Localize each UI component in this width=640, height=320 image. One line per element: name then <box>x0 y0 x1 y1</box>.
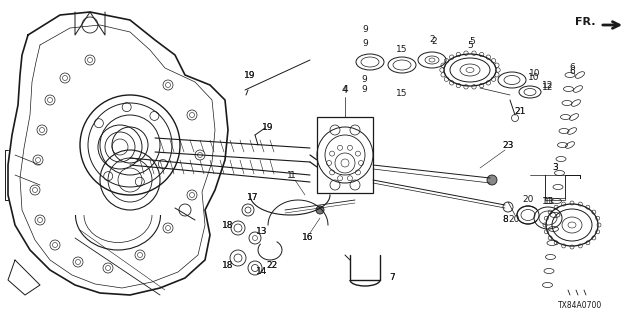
Text: 1: 1 <box>290 171 296 180</box>
Text: 11: 11 <box>542 197 554 206</box>
Text: 18: 18 <box>222 220 234 229</box>
Text: 22: 22 <box>266 260 278 269</box>
Text: 12: 12 <box>542 84 554 92</box>
Text: 19: 19 <box>244 70 256 79</box>
Text: 15: 15 <box>396 45 408 54</box>
Text: 2: 2 <box>429 36 435 44</box>
Text: 23: 23 <box>502 140 514 149</box>
Text: 12: 12 <box>542 82 554 91</box>
Text: 9: 9 <box>362 38 368 47</box>
Text: 18: 18 <box>222 260 234 269</box>
Text: FR.: FR. <box>575 17 595 27</box>
Text: 10: 10 <box>528 74 540 83</box>
Text: TX84A0700: TX84A0700 <box>558 300 602 309</box>
Text: 14: 14 <box>256 268 268 276</box>
Text: 7: 7 <box>389 274 395 283</box>
Text: 21: 21 <box>515 108 525 116</box>
Text: 6: 6 <box>569 63 575 73</box>
Text: 20: 20 <box>522 196 534 204</box>
Text: 5: 5 <box>469 37 475 46</box>
Text: 16: 16 <box>302 234 314 243</box>
Text: 10: 10 <box>529 69 541 78</box>
Text: 1: 1 <box>287 171 293 180</box>
Text: 2: 2 <box>431 37 437 46</box>
Text: 3: 3 <box>552 164 558 172</box>
Text: 7: 7 <box>389 274 395 283</box>
Text: 23: 23 <box>502 140 514 149</box>
Text: 18: 18 <box>222 260 234 269</box>
Text: 4: 4 <box>342 85 348 94</box>
Text: 9: 9 <box>361 85 367 94</box>
Text: 13: 13 <box>256 228 268 236</box>
Text: 22: 22 <box>266 260 278 269</box>
Text: 16: 16 <box>302 234 314 243</box>
Text: 20: 20 <box>508 215 520 225</box>
Text: 3: 3 <box>552 164 558 172</box>
Text: 18: 18 <box>222 220 234 229</box>
Text: 11: 11 <box>544 197 556 206</box>
Text: 14: 14 <box>256 268 268 276</box>
Text: 19: 19 <box>244 70 256 79</box>
Text: 17: 17 <box>247 194 259 203</box>
Text: 13: 13 <box>256 228 268 236</box>
Text: 6: 6 <box>569 68 575 76</box>
Text: 17: 17 <box>247 194 259 203</box>
Circle shape <box>487 175 497 185</box>
Text: 8: 8 <box>502 215 508 225</box>
Circle shape <box>316 206 324 214</box>
Text: 9: 9 <box>362 26 368 35</box>
Text: 15: 15 <box>396 89 408 98</box>
Bar <box>317 117 373 193</box>
Text: 8: 8 <box>502 215 508 225</box>
Text: 5: 5 <box>467 41 473 50</box>
Text: 4: 4 <box>342 85 348 95</box>
Text: 21: 21 <box>515 108 525 116</box>
Text: 19: 19 <box>262 124 274 132</box>
Text: 19: 19 <box>262 124 274 132</box>
Text: 9: 9 <box>361 76 367 84</box>
